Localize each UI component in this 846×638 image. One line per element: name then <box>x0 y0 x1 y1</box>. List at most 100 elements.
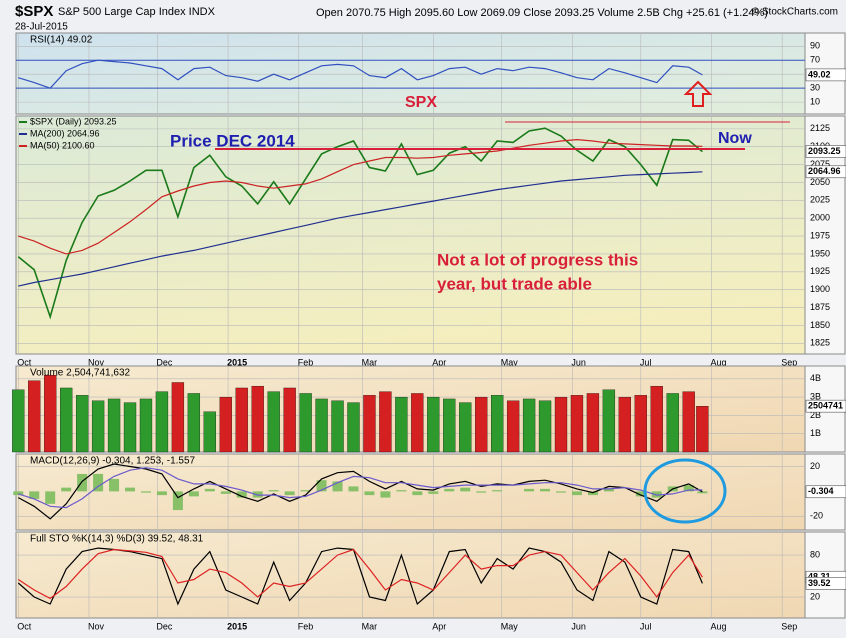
y-tick-label: 70 <box>810 55 820 65</box>
value-tag <box>805 165 846 179</box>
histogram-bar <box>204 488 215 492</box>
x-tick-label: Nov <box>88 357 105 367</box>
volume-bar <box>267 391 280 453</box>
value-tag-label: 39.52 <box>808 578 831 588</box>
volume-bar <box>251 385 264 453</box>
legend: MA(200) 2064.96 <box>30 128 100 138</box>
y-tick-label: 1975 <box>810 230 830 240</box>
annotation: Not a lot of progress this <box>437 250 638 269</box>
value-tag <box>805 577 846 590</box>
volume-bar <box>491 395 504 453</box>
x-tick-label: Aug <box>711 357 727 367</box>
volume-bar <box>696 406 709 453</box>
value-tag <box>805 485 846 499</box>
volume-bar <box>618 396 632 453</box>
histogram-bar <box>140 491 151 493</box>
volume-bar <box>283 387 296 453</box>
histogram-bar <box>316 480 327 492</box>
y-tick-label: 1875 <box>810 302 830 312</box>
histogram-bar <box>172 491 183 511</box>
x-tick-label: Apr <box>432 357 446 367</box>
y-tick-label: 80 <box>810 549 820 559</box>
volume-bar <box>379 391 392 453</box>
y-tick-label: 2B <box>810 410 821 420</box>
histogram-bar <box>444 488 455 492</box>
y-tick-label: 2025 <box>810 195 830 205</box>
volume-bar <box>634 395 647 453</box>
volume-bar <box>331 400 344 453</box>
y-tick-label: 3B <box>810 391 821 401</box>
histogram-bar <box>77 473 88 492</box>
panel <box>15 531 806 619</box>
volume-bar <box>459 402 472 453</box>
x-tick-label: Oct <box>17 621 32 631</box>
series-line <box>17 547 703 606</box>
y-tick-label: 1825 <box>810 338 830 348</box>
volume-bar <box>107 398 121 453</box>
histogram-bar <box>697 491 708 494</box>
y-tick-label: 1900 <box>810 284 830 294</box>
value-tag <box>805 399 846 413</box>
volume-bar <box>570 395 584 453</box>
histogram-bar <box>93 473 104 492</box>
x-tick-label: 2015 <box>227 357 247 367</box>
y-tick-label: 2125 <box>810 123 830 133</box>
histogram-bar <box>571 491 582 496</box>
date: 28-Jul-2015 <box>15 22 68 33</box>
series-line <box>17 548 703 600</box>
volume-bar <box>475 396 488 453</box>
y-tick-label: 90 <box>810 41 820 51</box>
histogram-bar <box>109 478 120 492</box>
y-tick-label: 1B <box>810 428 821 438</box>
volume-bar <box>155 391 169 453</box>
volume-bar <box>650 385 663 453</box>
y-tick-label: 30 <box>810 83 820 93</box>
value-tag-label: -0.304 <box>808 486 834 496</box>
legend: RSI(14) 49.02 <box>30 35 93 46</box>
index-name: S&P 500 Large Cap Index INDX <box>58 6 216 18</box>
volume-bar <box>411 393 424 453</box>
histogram-bar <box>61 487 72 492</box>
legend: Volume 2,504,741,632 <box>30 368 131 379</box>
legend: MACD(12,26,9) -0.304, 1.253, -1.557 <box>30 456 196 467</box>
histogram-bar <box>220 491 231 494</box>
volume-bar <box>235 387 248 453</box>
series-line <box>17 127 703 320</box>
volume-bar <box>139 398 153 453</box>
histogram-bar <box>476 491 487 493</box>
x-tick-label: Apr <box>432 621 446 631</box>
y-tick-label: 1850 <box>810 320 830 330</box>
symbol: $SPX <box>15 3 53 20</box>
volume-bar <box>506 400 520 453</box>
annotation: year, but trade able <box>437 274 592 293</box>
series-line <box>18 171 703 287</box>
credit: © StockCharts.com <box>752 7 838 18</box>
x-tick-label: Feb <box>298 357 314 367</box>
histogram-bar <box>412 491 423 496</box>
x-tick-label: Dec <box>156 357 173 367</box>
x-tick-label: Sep <box>781 621 797 631</box>
histogram-bar <box>603 488 614 492</box>
volume-bar <box>28 380 41 453</box>
histogram-bar <box>156 491 167 496</box>
x-tick-label: Feb <box>298 621 314 631</box>
histogram-bar <box>556 491 567 493</box>
y-tick-label: 2075 <box>810 159 830 169</box>
volume-bar <box>666 393 679 453</box>
histogram-bar <box>284 491 295 496</box>
value-tag-label: 49.02 <box>808 69 831 79</box>
volume-bar <box>75 395 89 453</box>
histogram-bar <box>364 491 375 496</box>
annotation: Price DEC 2014 <box>170 131 295 150</box>
histogram-bar <box>492 490 503 492</box>
volume-bar <box>123 402 137 453</box>
volume-bar <box>586 393 600 453</box>
annotation: SPX <box>405 94 437 111</box>
y-tick-label: -20 <box>810 511 823 521</box>
value-tag <box>805 145 846 158</box>
histogram-bar <box>332 481 343 492</box>
y-tick-label: 2050 <box>810 177 830 187</box>
volume-bar <box>60 387 73 453</box>
legend: $SPX (Daily) 2093.25 <box>30 116 117 126</box>
